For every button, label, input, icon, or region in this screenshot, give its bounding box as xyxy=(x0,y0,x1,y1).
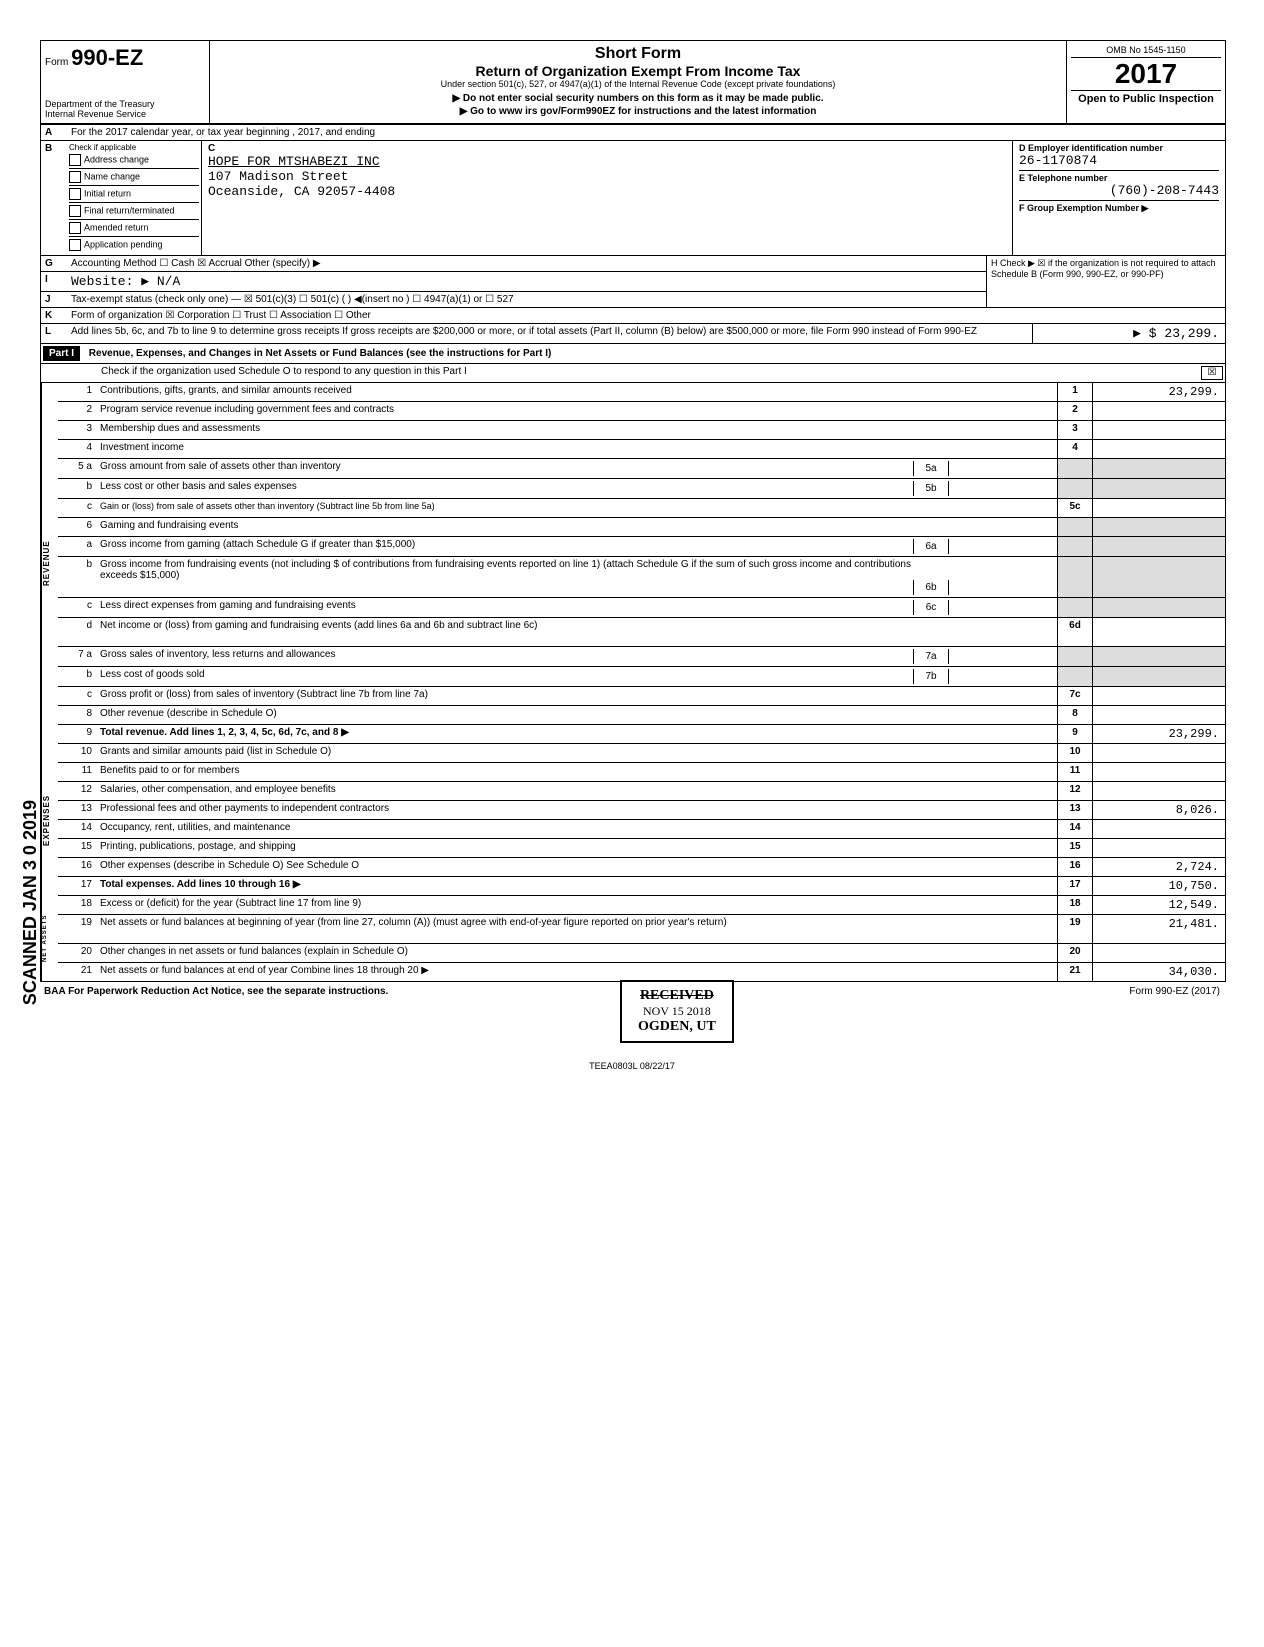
org-name: HOPE FOR MTSHABEZI INC xyxy=(208,154,1006,169)
letter-b: B xyxy=(41,141,67,255)
row-gih: G Accounting Method ☐ Cash ☒ Accrual Oth… xyxy=(41,256,1225,308)
letter-a: A xyxy=(41,125,67,140)
part1-checkbox[interactable]: ☒ xyxy=(1201,366,1223,380)
org-addr1: 107 Madison Street xyxy=(208,169,1006,184)
cb-pending[interactable]: Application pending xyxy=(69,237,199,253)
letter-l: L xyxy=(41,324,67,343)
part1-label: Part I xyxy=(43,346,80,361)
line-l: Add lines 5b, 6c, and 7b to line 9 to de… xyxy=(67,324,1032,343)
footer-code: TEEA0803L 08/22/17 xyxy=(40,1061,1224,1071)
row-a: A For the 2017 calendar year, or tax yea… xyxy=(41,125,1225,141)
assets-section: NET ASSETS 18Excess or (deficit) for the… xyxy=(41,896,1225,981)
form-prefix: Form xyxy=(45,57,68,68)
part1-check-row: Check if the organization used Schedule … xyxy=(41,364,1225,383)
block-e: E Telephone number (760)-208-7443 xyxy=(1019,171,1219,201)
cb-initial[interactable]: Initial return xyxy=(69,186,199,203)
letter-c: C xyxy=(208,143,1006,154)
check-applicable: Check if applicable Address change Name … xyxy=(67,141,202,255)
check-header: Check if applicable xyxy=(69,143,199,152)
block-d: D Employer identification number 26-1170… xyxy=(1019,143,1219,171)
part1-header: Part I Revenue, Expenses, and Changes in… xyxy=(41,344,1225,364)
letter-k: K xyxy=(41,308,67,323)
left-gij: G Accounting Method ☐ Cash ☒ Accrual Oth… xyxy=(41,256,987,307)
header-right: OMB No 1545-1150 2017 Open to Public Ins… xyxy=(1067,41,1225,123)
goto: ▶ Go to www irs gov/Form990EZ for instru… xyxy=(218,106,1058,117)
assets-label: NET ASSETS xyxy=(41,896,58,981)
line-j: Tax-exempt status (check only one) — ☒ 5… xyxy=(67,292,986,307)
revenue-lines: 1Contributions, gifts, grants, and simil… xyxy=(58,383,1225,744)
cb-final[interactable]: Final return/terminated xyxy=(69,203,199,220)
title-main: Return of Organization Exempt From Incom… xyxy=(218,63,1058,79)
expenses-label: EXPENSES xyxy=(41,744,58,896)
footer-baa: BAA For Paperwork Reduction Act Notice, … xyxy=(44,986,388,997)
revenue-section: REVENUE 1Contributions, gifts, grants, a… xyxy=(41,383,1225,744)
row-l: L Add lines 5b, 6c, and 7b to line 9 to … xyxy=(41,324,1225,344)
header-left: Form 990-EZ Department of the Treasury I… xyxy=(41,41,210,123)
f-label: F Group Exemption Number ▶ xyxy=(1019,203,1219,214)
title-short: Short Form xyxy=(218,45,1058,63)
expense-lines: 10Grants and similar amounts paid (list … xyxy=(58,744,1225,896)
line-a-text: For the 2017 calendar year, or tax year … xyxy=(67,125,1225,140)
letter-j: J xyxy=(41,292,67,307)
line-h: H Check ▶ ☒ if the organization is not r… xyxy=(987,256,1225,307)
block-c: C HOPE FOR MTSHABEZI INC 107 Madison Str… xyxy=(202,141,1013,255)
line-k: Form of organization ☒ Corporation ☐ Tru… xyxy=(67,308,1225,323)
warning: ▶ Do not enter social security numbers o… xyxy=(218,93,1058,104)
identity-block: B Check if applicable Address change Nam… xyxy=(41,141,1225,256)
letter-i: I xyxy=(41,272,67,291)
d-label: D Employer identification number xyxy=(1019,143,1219,153)
subtitle: Under section 501(c), 527, or 4947(a)(1)… xyxy=(218,79,1058,89)
header-center: Short Form Return of Organization Exempt… xyxy=(210,41,1067,123)
part1-title: Revenue, Expenses, and Changes in Net As… xyxy=(89,348,552,359)
e-label: E Telephone number xyxy=(1019,173,1219,183)
stamp-received: RECEIVED xyxy=(638,988,716,1004)
cb-name[interactable]: Name change xyxy=(69,169,199,186)
phone: (760)-208-7443 xyxy=(1019,183,1219,198)
tax-year: 2017 xyxy=(1071,58,1221,90)
expenses-section: EXPENSES 10Grants and similar amounts pa… xyxy=(41,744,1225,896)
line-g: Accounting Method ☐ Cash ☒ Accrual Other… xyxy=(67,256,986,271)
revenue-label: REVENUE xyxy=(41,383,58,744)
omb-number: OMB No 1545-1150 xyxy=(1071,45,1221,58)
form-header: Form 990-EZ Department of the Treasury I… xyxy=(41,41,1225,125)
footer-form: Form 990-EZ (2017) xyxy=(1129,986,1220,997)
dept-label: Department of the Treasury xyxy=(45,99,205,109)
letter-g: G xyxy=(41,256,67,271)
cb-address[interactable]: Address change xyxy=(69,152,199,169)
org-addr2: Oceanside, CA 92057-4408 xyxy=(208,184,1006,199)
blocks-def: D Employer identification number 26-1170… xyxy=(1013,141,1225,255)
asset-lines: 18Excess or (deficit) for the year (Subt… xyxy=(58,896,1225,981)
scanned-stamp: SCANNED JAN 3 0 2019 xyxy=(20,800,41,1005)
cb-amended[interactable]: Amended return xyxy=(69,220,199,237)
irs-label: Internal Revenue Service xyxy=(45,109,205,119)
part1-check: Check if the organization used Schedule … xyxy=(41,364,1199,382)
row-k: K Form of organization ☒ Corporation ☐ T… xyxy=(41,308,1225,324)
open-public: Open to Public Inspection xyxy=(1071,90,1221,105)
line-i: Website: ▶ N/A xyxy=(67,272,986,291)
form-990ez: Form 990-EZ Department of the Treasury I… xyxy=(40,40,1226,982)
line-l-amt: ▶ $ 23,299. xyxy=(1032,324,1225,343)
block-f: F Group Exemption Number ▶ xyxy=(1019,201,1219,214)
ein: 26-1170874 xyxy=(1019,153,1219,168)
stamp-date: NOV 15 2018 xyxy=(638,1004,716,1019)
form-number: 990-EZ xyxy=(71,45,143,70)
stamp-loc: OGDEN, UT xyxy=(638,1019,716,1035)
received-stamp: RECEIVED NOV 15 2018 OGDEN, UT xyxy=(620,980,734,1043)
